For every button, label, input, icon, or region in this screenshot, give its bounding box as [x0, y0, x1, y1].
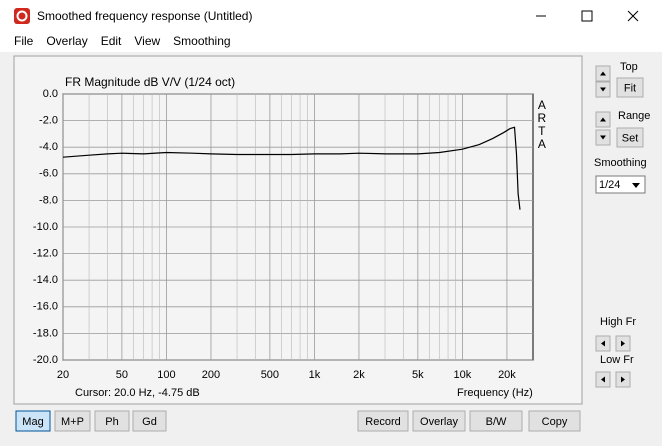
x-tick-label: 200	[202, 369, 220, 381]
menu-item[interactable]: Overlay	[46, 34, 87, 48]
arrow-glyph	[621, 340, 625, 347]
y-tick-label: -8.0	[39, 194, 58, 206]
tool-button[interactable]: Record	[357, 410, 409, 432]
chart-title: FR Magnitude dB V/V (1/24 oct)	[65, 75, 235, 89]
set-button[interactable]: Set	[616, 127, 644, 148]
spin-button[interactable]	[595, 371, 611, 388]
menu-item[interactable]: Smoothing	[173, 34, 230, 48]
tool-button-frame[interactable]	[15, 410, 51, 432]
x-tick-label: 50	[116, 369, 128, 381]
x-tick-label: 20k	[498, 369, 516, 381]
app-icon	[14, 8, 30, 24]
menu-item[interactable]: Edit	[101, 34, 122, 48]
select-value[interactable]: 1/24	[599, 179, 620, 191]
select-frame[interactable]	[595, 175, 646, 194]
y-tick-label: -10.0	[33, 221, 58, 233]
select-arrow[interactable]	[632, 183, 640, 188]
spin-button[interactable]	[595, 111, 611, 128]
tool-button-frame[interactable]	[357, 410, 409, 432]
arrow-glyph	[621, 376, 625, 383]
maximize-button[interactable]	[581, 10, 593, 22]
tool-button-label[interactable]: Ph	[105, 416, 118, 428]
grid: 0.0 -2.0 -4.0 -6.0 -8.0 -10.0 -12.0 -14.0 -16.0 -…	[33, 88, 533, 381]
arrow-glyph	[600, 87, 606, 92]
x-tick-label: 10k	[454, 369, 472, 381]
arrow-glyph	[600, 135, 606, 140]
tool-button[interactable]: B/W	[469, 410, 523, 432]
label: Smoothing	[594, 157, 647, 169]
y-tick-label: -18.0	[33, 327, 58, 339]
set-button-frame[interactable]	[616, 127, 644, 148]
window-title: Smoothed frequency response (Untitled)	[37, 9, 252, 23]
tool-button[interactable]: Mag	[15, 410, 51, 432]
tool-button-frame[interactable]	[94, 410, 130, 432]
x-tick-label: 20	[57, 369, 69, 381]
label: High Fr	[600, 316, 636, 328]
app-icon-mark	[16, 10, 28, 22]
marks	[62, 126, 521, 210]
close-button[interactable]	[627, 10, 639, 22]
x-tick-label: 5k	[412, 369, 424, 381]
cursor-readout: Cursor: 20.0 Hz, -4.75 dB	[75, 387, 200, 399]
tool-button-label[interactable]: Gd	[142, 416, 157, 428]
set-button-label[interactable]: Set	[622, 132, 639, 144]
x-tick-label: 2k	[353, 369, 365, 381]
spin-button[interactable]	[595, 335, 611, 352]
y-tick-label: -2.0	[39, 115, 58, 127]
tool-button[interactable]: Ph	[94, 410, 130, 432]
tool-button-label[interactable]: Copy	[542, 416, 568, 428]
side-label: ARTA	[535, 98, 549, 150]
x-tick-label: 500	[261, 369, 279, 381]
y-tick-label: -14.0	[33, 274, 58, 286]
tool-button-frame[interactable]	[412, 410, 466, 432]
arrow-glyph	[601, 340, 605, 347]
tool-button-label[interactable]: Mag	[22, 416, 43, 428]
tool-button[interactable]: M+P	[54, 410, 91, 432]
menu-bar	[0, 32, 662, 52]
y-tick-label: 0.0	[43, 88, 58, 100]
tool-button-label[interactable]: Record	[365, 416, 400, 428]
arrow-glyph	[600, 71, 606, 76]
tool-button-frame[interactable]	[132, 410, 167, 432]
y-tick-label: -6.0	[39, 168, 58, 180]
tool-button-frame[interactable]	[469, 410, 523, 432]
controls: Top Fit Range Set Smoothing 1/24 High Fr Low Fr…	[15, 61, 650, 432]
tool-button-label[interactable]: B/W	[486, 416, 507, 428]
spin-button[interactable]	[615, 371, 631, 388]
spin-button[interactable]	[615, 335, 631, 352]
spin-button[interactable]	[595, 81, 611, 98]
menu-item[interactable]: File	[14, 34, 34, 48]
label: Range	[618, 110, 650, 122]
tool-button[interactable]: Copy	[528, 410, 581, 432]
x-tick-label: 100	[157, 369, 175, 381]
tool-button-label[interactable]: Overlay	[420, 416, 458, 428]
tool-button-frame[interactable]	[54, 410, 91, 432]
spin-button[interactable]	[595, 129, 611, 146]
title-bar	[0, 0, 662, 32]
menu-item[interactable]: View	[134, 34, 160, 48]
smoothing-select[interactable]: 1/24	[595, 175, 646, 194]
fit-button-label[interactable]: Fit	[624, 82, 636, 94]
y-tick-label: -12.0	[33, 248, 58, 260]
x-tick-label: 1k	[309, 369, 321, 381]
arrow-glyph	[601, 376, 605, 383]
tool-button-frame[interactable]	[528, 410, 581, 432]
fit-button[interactable]: Fit	[616, 77, 644, 98]
tool-button[interactable]: Gd	[132, 410, 167, 432]
label: Top	[620, 61, 638, 73]
y-tick-label: -20.0	[33, 354, 58, 366]
tool-button-label[interactable]: M+P	[61, 416, 84, 428]
tool-button[interactable]: Overlay	[412, 410, 466, 432]
response-line	[62, 126, 521, 210]
spin-button[interactable]	[595, 65, 611, 82]
y-tick-label: -4.0	[39, 141, 58, 153]
x-axis-label: Frequency (Hz)	[457, 387, 533, 399]
arrow-glyph	[600, 117, 606, 122]
y-tick-label: -16.0	[33, 301, 58, 313]
fit-button-frame[interactable]	[616, 77, 644, 98]
label: Low Fr	[600, 354, 634, 366]
